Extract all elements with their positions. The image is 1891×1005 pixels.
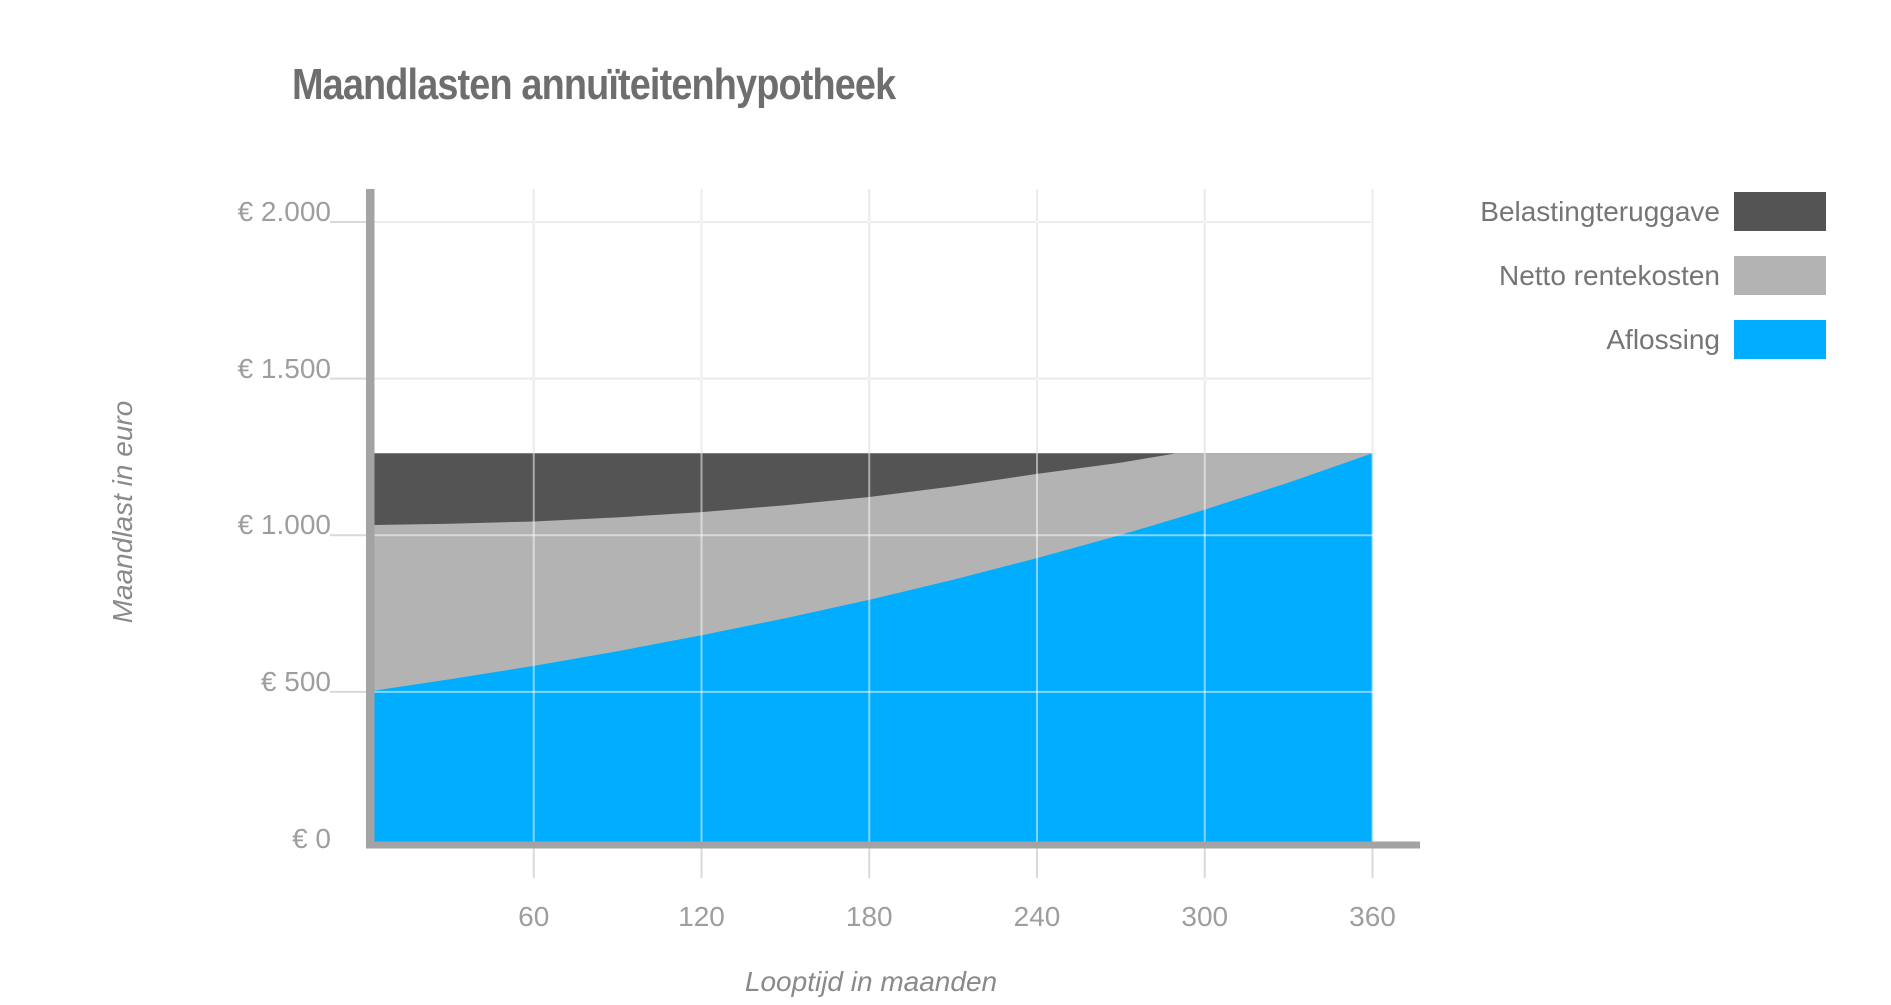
x-tick-label: 240 bbox=[1013, 901, 1061, 932]
legend-item-belastingteruggave: Belastingteruggave bbox=[1480, 192, 1826, 231]
x-tick-label: 120 bbox=[678, 901, 725, 932]
y-tick-label: € 0 bbox=[292, 822, 331, 854]
legend-swatch-belastingteruggave bbox=[1734, 192, 1826, 231]
x-tick-label: 60 bbox=[518, 901, 550, 932]
legend-label-aflossing: Aflossing bbox=[1606, 323, 1720, 355]
legend-label-belastingteruggave: Belastingteruggave bbox=[1480, 195, 1720, 227]
legend-item-netto-rentekosten: Netto rentekosten bbox=[1480, 256, 1826, 295]
y-tick-label: € 1.000 bbox=[237, 509, 331, 541]
x-tick-label: 180 bbox=[845, 901, 893, 932]
x-tick-label: 360 bbox=[1349, 901, 1396, 932]
legend: Belastingteruggave Netto rentekosten Afl… bbox=[1480, 192, 1826, 384]
y-tick-label: € 1.500 bbox=[237, 352, 331, 384]
legend-swatch-aflossing bbox=[1734, 320, 1826, 359]
y-tick-label: € 500 bbox=[260, 665, 331, 697]
legend-swatch-netto-rentekosten bbox=[1734, 256, 1826, 295]
chart-title: Maandlasten annuïteitenhypotheek bbox=[292, 60, 896, 109]
legend-label-netto-rentekosten: Netto rentekosten bbox=[1498, 259, 1720, 291]
x-axis-title: Looptijd in maanden bbox=[744, 966, 998, 997]
y-axis-bar bbox=[366, 189, 375, 849]
x-tick-label: 300 bbox=[1181, 901, 1229, 932]
y-tick-label: € 2.000 bbox=[237, 196, 331, 227]
y-axis-title: Maandlast in euro bbox=[107, 400, 138, 624]
x-axis-bar bbox=[366, 841, 1420, 849]
legend-item-aflossing: Aflossing bbox=[1480, 320, 1826, 359]
